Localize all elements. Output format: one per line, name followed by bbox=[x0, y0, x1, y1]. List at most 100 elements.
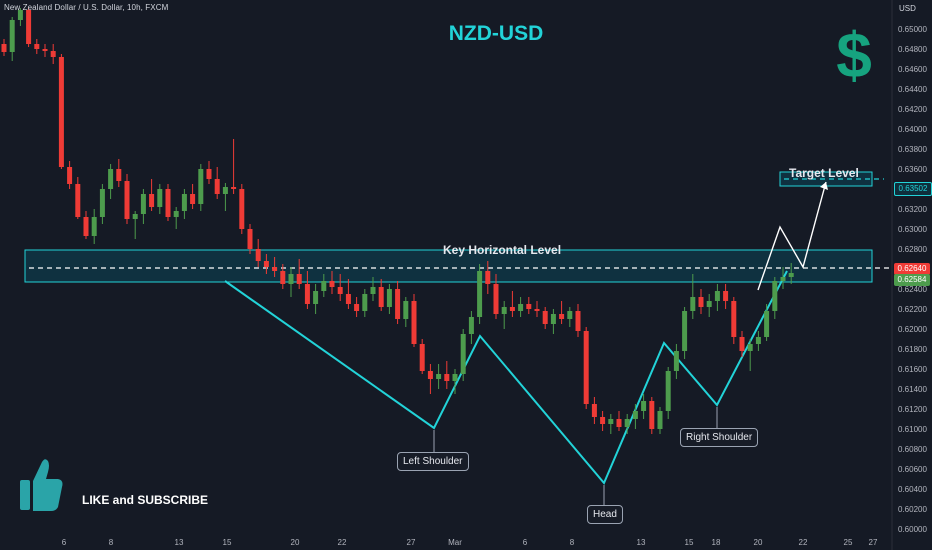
candle-up bbox=[501, 307, 507, 314]
candle-up bbox=[288, 274, 294, 284]
time-tick-label: 20 bbox=[291, 538, 300, 547]
candle-up bbox=[403, 301, 409, 319]
candle-up bbox=[714, 291, 720, 301]
candle-down bbox=[58, 57, 64, 167]
candle-up bbox=[764, 311, 770, 337]
candle-down bbox=[247, 229, 253, 249]
price-tick-label: 0.64600 bbox=[898, 65, 927, 74]
candle-down bbox=[280, 271, 286, 284]
candle-up bbox=[313, 291, 319, 304]
candle-up bbox=[682, 311, 688, 351]
candle-down bbox=[190, 194, 196, 204]
key-level-label: Key Horizontal Level bbox=[443, 243, 562, 257]
candle-down bbox=[485, 271, 491, 284]
like-subscribe-text: LIKE and SUBSCRIBE bbox=[82, 493, 209, 507]
candle-down bbox=[378, 287, 384, 307]
candle-down bbox=[698, 297, 704, 307]
time-tick-label: 27 bbox=[869, 538, 878, 547]
price-tick-label: 0.62400 bbox=[898, 285, 927, 294]
candle-up bbox=[140, 194, 146, 214]
time-tick-label: 8 bbox=[570, 538, 575, 547]
candle-down bbox=[444, 374, 450, 381]
symbol-header[interactable]: New Zealand Dollar / U.S. Dollar, 10h, F… bbox=[4, 3, 169, 12]
candle-up bbox=[690, 297, 696, 311]
candle-down bbox=[272, 267, 278, 271]
time-tick-label: 22 bbox=[799, 538, 808, 547]
projection-arrowhead bbox=[820, 182, 828, 190]
projection-layer bbox=[757, 181, 828, 291]
candle-down bbox=[75, 184, 81, 217]
candle-up bbox=[173, 211, 179, 217]
candle-up bbox=[370, 287, 376, 294]
candle-down bbox=[149, 194, 155, 207]
candle-up bbox=[657, 411, 663, 429]
price-tick-label: 0.60800 bbox=[898, 445, 927, 454]
price-tick-label: 0.63000 bbox=[898, 225, 927, 234]
time-tick-label: 18 bbox=[712, 538, 721, 547]
pattern-layer bbox=[224, 270, 788, 505]
price-tick-label: 0.62200 bbox=[898, 305, 927, 314]
candle-down bbox=[263, 261, 269, 267]
time-tick-label: 8 bbox=[109, 538, 114, 547]
candle-down bbox=[124, 181, 130, 219]
time-tick-label: 22 bbox=[338, 538, 347, 547]
candle-down bbox=[542, 311, 548, 324]
price-tick-label: 0.64200 bbox=[898, 105, 927, 114]
candle-down bbox=[206, 169, 212, 179]
head-shoulders-pattern-line bbox=[224, 270, 788, 485]
candle-up bbox=[772, 281, 778, 311]
candle-up bbox=[706, 301, 712, 307]
price-tick-label: 0.63200 bbox=[898, 205, 927, 214]
candle-up bbox=[132, 214, 138, 219]
head-label: Head bbox=[587, 505, 623, 524]
candle-down bbox=[83, 217, 89, 236]
candle-down bbox=[26, 10, 32, 44]
price-tick-label: 0.60000 bbox=[898, 525, 927, 534]
candle-down bbox=[493, 284, 499, 314]
thumbs-up-icon bbox=[20, 459, 63, 511]
candle-down bbox=[731, 301, 737, 337]
candle-down bbox=[354, 304, 360, 311]
candle-down bbox=[337, 287, 343, 294]
candle-up bbox=[362, 294, 368, 311]
candle-up bbox=[157, 189, 163, 207]
candle-down bbox=[34, 44, 40, 49]
time-tick-label: 13 bbox=[637, 538, 646, 547]
time-tick-label: 6 bbox=[523, 538, 528, 547]
candle-up bbox=[608, 419, 614, 424]
zones-layer bbox=[24, 171, 890, 283]
candle-down bbox=[526, 304, 532, 309]
candle-up bbox=[198, 169, 204, 204]
candle-up bbox=[755, 337, 761, 344]
candle-down bbox=[50, 51, 56, 57]
price-tick-label: 0.65000 bbox=[898, 25, 927, 34]
candle-down bbox=[739, 337, 745, 351]
candle-down bbox=[67, 167, 73, 184]
candle-down bbox=[616, 419, 622, 427]
candle-down bbox=[534, 309, 540, 311]
candle-up bbox=[788, 273, 794, 277]
target-level-label: Target Level bbox=[789, 166, 859, 180]
time-tick-label: 15 bbox=[685, 538, 694, 547]
candle-down bbox=[165, 189, 171, 217]
candle-down bbox=[231, 187, 237, 189]
candle-down bbox=[591, 404, 597, 417]
candle-up bbox=[321, 281, 327, 291]
chart-title: NZD-USD bbox=[448, 22, 544, 45]
candle-up bbox=[567, 311, 573, 319]
time-axis[interactable]: 6 8 13 15 20 22 27 Mar 6 8 13 15 18 20 22 25 27 bbox=[62, 538, 878, 547]
candle-up bbox=[518, 304, 524, 311]
key-level-zone bbox=[24, 249, 873, 283]
candle-up bbox=[436, 374, 442, 379]
candle-down bbox=[509, 307, 515, 311]
time-tick-label: 25 bbox=[844, 538, 853, 547]
price-tick-label: 0.61800 bbox=[898, 345, 927, 354]
price-axis-unit: USD bbox=[899, 4, 916, 13]
candle-up bbox=[91, 217, 97, 236]
candle-down bbox=[116, 169, 122, 181]
right-shoulder-label: Right Shoulder bbox=[680, 428, 759, 447]
price-tick-label: 0.60400 bbox=[898, 485, 927, 494]
price-tick-label: 0.64000 bbox=[898, 125, 927, 134]
time-tick-label: 20 bbox=[754, 538, 763, 547]
candle-down bbox=[296, 274, 302, 284]
